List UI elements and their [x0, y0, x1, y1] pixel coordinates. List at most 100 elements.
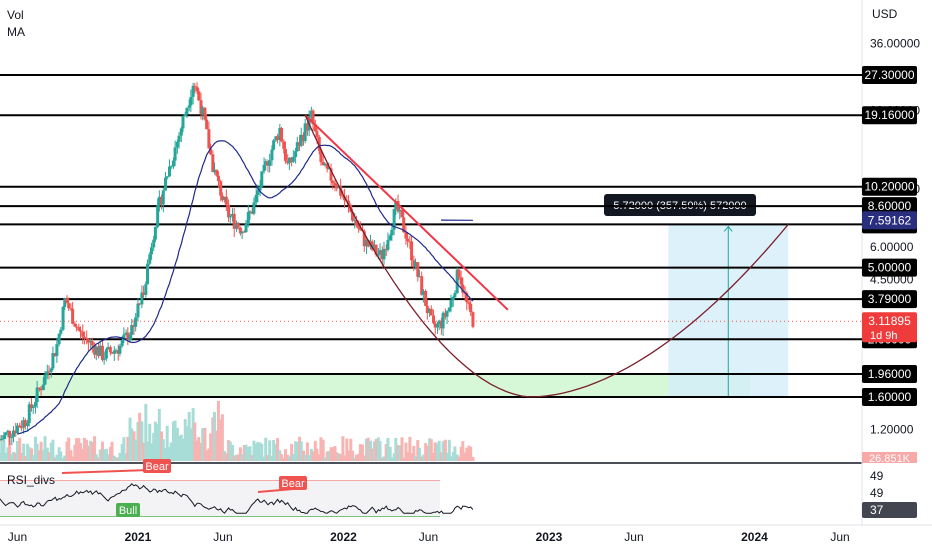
candle-body — [321, 161, 325, 166]
candle-body — [197, 91, 201, 101]
candle-body — [236, 223, 240, 228]
volume-bar — [71, 456, 75, 461]
volume-bar — [199, 442, 203, 461]
volume-bar — [33, 436, 37, 461]
bear-tag-bg — [143, 459, 171, 473]
last-price-tag-bg — [862, 312, 917, 343]
volume-bar — [298, 436, 302, 461]
volume-bar — [323, 457, 327, 461]
candle-body — [242, 231, 246, 233]
candles — [0, 82, 475, 446]
indicator-legend: Vol MA — [7, 7, 25, 41]
volume-bar — [114, 457, 118, 461]
volume-bar — [329, 447, 333, 461]
volume-bar — [140, 421, 144, 461]
volume-bar — [445, 452, 449, 461]
volume-bar — [136, 421, 140, 461]
volume-bar — [110, 441, 114, 461]
volume-bar — [102, 449, 106, 461]
volume-bar — [313, 440, 317, 461]
volume-bar — [224, 453, 228, 461]
candle-body — [366, 240, 370, 247]
volume-bar — [207, 448, 211, 461]
candle-body — [445, 311, 449, 317]
time-axis-label: Jun — [213, 530, 232, 544]
volume-bar — [93, 436, 97, 461]
volume-bar — [471, 456, 475, 461]
bear-divergence-line — [61, 469, 151, 474]
volume-bar — [51, 439, 55, 461]
volume-bar — [437, 440, 441, 461]
volume-bar — [425, 445, 429, 461]
price-axis: 36.0000020.0000010.000006.000004.500002.… — [862, 37, 920, 518]
volume-bar — [254, 443, 258, 461]
time-axis-label: Jun — [419, 530, 438, 544]
candle-body — [114, 350, 118, 352]
candle-body — [108, 347, 112, 353]
volume-bar — [449, 456, 453, 461]
candle-body — [156, 205, 160, 228]
volume-bar — [319, 437, 323, 461]
rsi-axis-label: 49 — [870, 486, 884, 500]
candle-body — [220, 195, 224, 201]
measure-tool: 5.72000 (357.50%) 572000 — [604, 194, 789, 397]
candle-body — [376, 254, 380, 256]
candle-body — [124, 332, 128, 335]
candle-body — [128, 334, 132, 341]
candle-body — [55, 344, 59, 357]
candle-body — [227, 204, 231, 218]
volume-bar — [331, 447, 335, 461]
candle-body — [420, 276, 424, 295]
candle-body — [30, 404, 34, 409]
candle-body — [372, 244, 376, 250]
volume-bar — [138, 412, 142, 461]
volume-bar — [252, 440, 256, 461]
currency-label[interactable]: USD — [872, 7, 898, 21]
volume-bar — [86, 445, 90, 461]
level-tag: 27.30000 — [864, 68, 914, 82]
volume-bar — [98, 449, 102, 461]
candle-body — [59, 329, 63, 334]
volume-bar — [209, 433, 213, 461]
rsi-label[interactable]: RSI_divs — [7, 473, 56, 487]
candle-body — [260, 171, 264, 187]
level-tag-bg — [862, 66, 917, 84]
candle-body — [428, 308, 432, 314]
candle-body — [270, 149, 274, 161]
candle-body — [374, 244, 378, 255]
candle-body — [461, 284, 465, 293]
volume-bar — [406, 452, 410, 461]
volume-bar — [240, 454, 244, 461]
volume-bar — [26, 443, 30, 461]
candle-body — [291, 157, 295, 162]
bear-tag: Bear — [281, 478, 305, 490]
volume-bar — [347, 450, 351, 461]
volume-bar — [455, 454, 459, 461]
volume-bar — [459, 446, 463, 461]
vol-label[interactable]: Vol — [7, 8, 24, 22]
ma-tag: 7.59162 — [868, 213, 912, 227]
volume-bar — [457, 456, 461, 461]
volume-bar — [191, 408, 195, 461]
volume-bar — [294, 441, 298, 461]
candle-body — [0, 439, 2, 441]
level-tag-bg — [862, 388, 917, 406]
candle-body — [201, 107, 205, 115]
volume-bar — [126, 436, 130, 461]
volume-bar — [61, 457, 65, 461]
volume-bar — [31, 455, 35, 461]
volume-bar — [90, 442, 94, 461]
candle-body — [98, 345, 102, 356]
candle-body — [183, 113, 187, 117]
volume-bar — [185, 426, 189, 461]
candle-body — [457, 269, 461, 278]
time-axis-label: Jun — [624, 530, 643, 544]
ma-label[interactable]: MA — [7, 25, 25, 39]
horizontal-levels — [0, 74, 862, 398]
volume-bar — [283, 449, 287, 461]
level-tag-bg — [862, 290, 917, 309]
volume-bar — [370, 448, 374, 461]
volume-bar — [97, 457, 101, 461]
time-axis-label: 2021 — [125, 530, 152, 544]
